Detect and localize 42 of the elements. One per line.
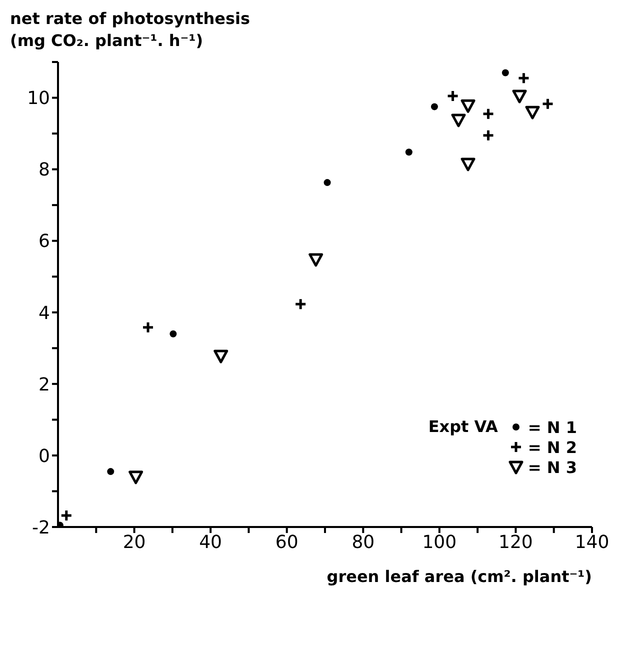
- x-tick-label: 80: [352, 532, 375, 553]
- point: [525, 106, 540, 120]
- point: [170, 330, 177, 338]
- y-tick-label: 8: [38, 160, 50, 181]
- point: [460, 158, 476, 172]
- x-tick-label: 20: [122, 532, 146, 553]
- x-tick-label: 120: [498, 532, 533, 553]
- point: [517, 72, 530, 84]
- point: [512, 90, 527, 104]
- point: [294, 298, 307, 310]
- legend-label: = N 1: [528, 418, 577, 436]
- y-tick-label: -2: [32, 517, 50, 538]
- y-tick-label: 2: [38, 374, 50, 396]
- legend-label: = N 2: [528, 438, 577, 456]
- y-axis-title: net rate of photosynthesis (mg CO₂. plant⁻¹. h⁻¹): [9, 8, 251, 52]
- x-tick-label: 60: [275, 532, 298, 553]
- x-tick-label: 140: [574, 532, 610, 553]
- y-tick-label: 10: [27, 88, 50, 110]
- point: [430, 103, 438, 110]
- point: [405, 148, 412, 156]
- point: [502, 69, 509, 76]
- x-axis-title: green leaf area (cm². plant⁻¹): [326, 567, 592, 586]
- point: [482, 108, 494, 120]
- point: [324, 179, 331, 186]
- point: [142, 321, 154, 334]
- legend-label: = N 3: [528, 458, 577, 476]
- x-tick-label: 100: [422, 532, 457, 553]
- point: [60, 509, 73, 522]
- y-tick-label: 6: [38, 231, 50, 252]
- point: [128, 470, 144, 484]
- point: [451, 114, 466, 128]
- point: [308, 253, 324, 267]
- y-tick-label: 4: [38, 302, 50, 324]
- point: [460, 99, 476, 113]
- y-tick-label: 0: [38, 446, 50, 467]
- point: [107, 468, 114, 476]
- legend-title: Expt VA: [428, 417, 498, 436]
- point: [482, 129, 494, 142]
- point: [446, 90, 460, 102]
- point: [214, 350, 228, 364]
- x-tick-label: 40: [199, 532, 222, 553]
- point: [542, 98, 554, 110]
